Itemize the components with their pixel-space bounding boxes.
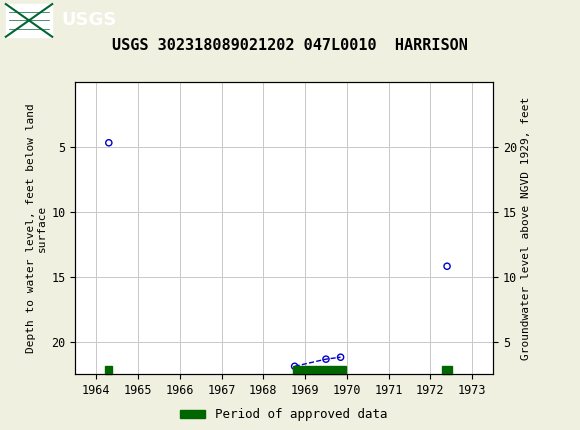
Point (290, 363, 299, 370)
Point (321, 356, 331, 362)
Bar (6, 4, 52, 37)
Bar (293, 366, 346, 374)
Text: USGS 302318089021202 047L0010  HARRISON: USGS 302318089021202 047L0010 HARRISON (112, 38, 468, 52)
Point (336, 354, 345, 361)
Text: USGS: USGS (61, 12, 116, 29)
Point (443, 263, 452, 270)
Point (104, 139, 114, 146)
Bar (106, 366, 112, 374)
Y-axis label: Groundwater level above NGVD 1929, feet: Groundwater level above NGVD 1929, feet (521, 96, 531, 359)
Legend: Period of approved data: Period of approved data (176, 403, 393, 426)
Y-axis label: Depth to water level, feet below land
surface: Depth to water level, feet below land su… (26, 103, 47, 353)
Bar (442, 366, 452, 374)
